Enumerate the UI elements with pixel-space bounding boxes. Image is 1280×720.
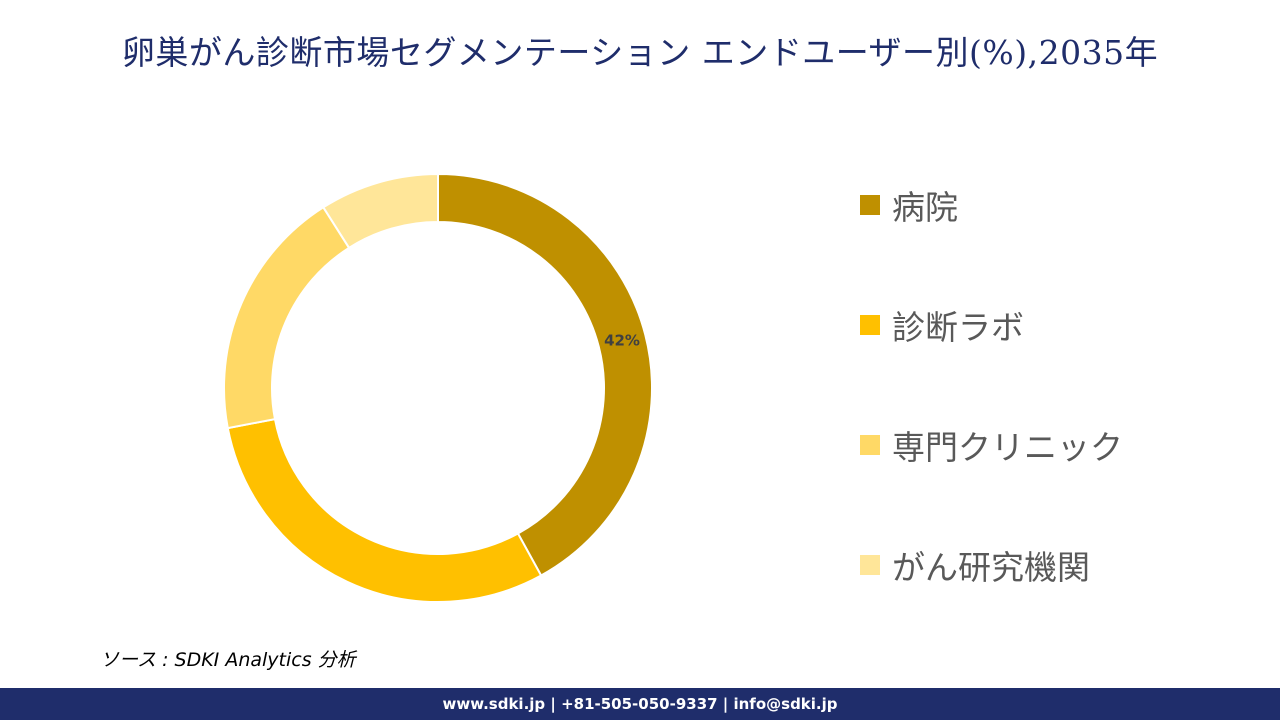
- donut-data-labels: 42%: [604, 332, 640, 350]
- donut-slice-diagnostic-lab: [226, 417, 543, 603]
- legend-label-diagnostic-lab: 診断ラボ: [892, 308, 1024, 347]
- donut-slices: [223, 172, 653, 603]
- data-label-hospital: 42%: [604, 332, 640, 350]
- footer-contact: www.sdki.jp | +81-505-050-9337 | info@sd…: [442, 695, 838, 713]
- footer-bar: www.sdki.jp | +81-505-050-9337 | info@sd…: [0, 688, 1280, 720]
- legend-swatch-hospital: [860, 195, 880, 215]
- donut-slice-specialty-clinic: [223, 205, 351, 430]
- source-note: ソース : SDKI Analytics 分析: [100, 649, 356, 671]
- legend-label-hospital: 病院: [892, 188, 958, 227]
- legend-label-cancer-research: がん研究機関: [892, 548, 1090, 587]
- legend-item-specialty-clinic: 専門クリニック: [860, 415, 1123, 475]
- legend-label-specialty-clinic: 専門クリニック: [892, 428, 1123, 467]
- legend-item-hospital: 病院: [860, 175, 958, 235]
- chart-title: 卵巣がん診断市場セグメンテーション エンドユーザー別(%),2035年: [121, 33, 1159, 72]
- legend-item-cancer-research: がん研究機関: [860, 535, 1090, 595]
- donut-slice-hospital: [437, 172, 653, 577]
- legend-swatch-cancer-research: [860, 555, 880, 575]
- legend-item-diagnostic-lab: 診断ラボ: [860, 295, 1024, 355]
- legend-swatch-diagnostic-lab: [860, 315, 880, 335]
- donut-slice-cancer-research: [321, 172, 439, 250]
- legend-swatch-specialty-clinic: [860, 435, 880, 455]
